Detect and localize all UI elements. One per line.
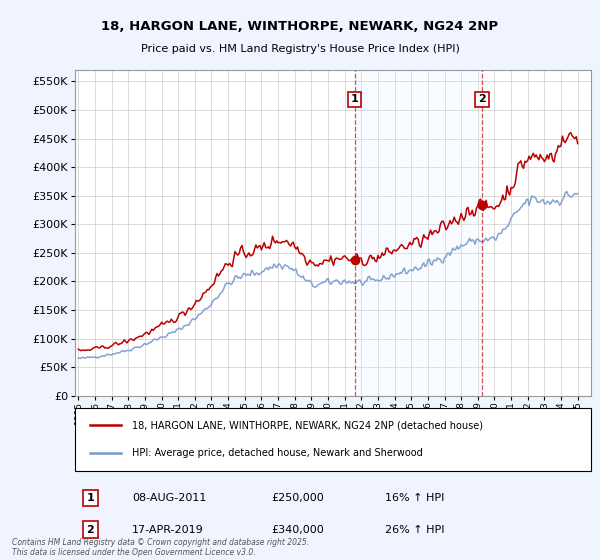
- Text: 1: 1: [86, 493, 94, 503]
- Text: 08-AUG-2011: 08-AUG-2011: [132, 493, 206, 503]
- Text: Price paid vs. HM Land Registry's House Price Index (HPI): Price paid vs. HM Land Registry's House …: [140, 44, 460, 54]
- Text: 18, HARGON LANE, WINTHORPE, NEWARK, NG24 2NP (detached house): 18, HARGON LANE, WINTHORPE, NEWARK, NG24…: [132, 421, 483, 431]
- Text: 18, HARGON LANE, WINTHORPE, NEWARK, NG24 2NP: 18, HARGON LANE, WINTHORPE, NEWARK, NG24…: [101, 20, 499, 32]
- FancyBboxPatch shape: [75, 408, 591, 470]
- Text: £340,000: £340,000: [271, 525, 324, 535]
- Text: 16% ↑ HPI: 16% ↑ HPI: [385, 493, 444, 503]
- Text: 26% ↑ HPI: 26% ↑ HPI: [385, 525, 444, 535]
- Text: 1: 1: [351, 94, 359, 104]
- Text: Contains HM Land Registry data © Crown copyright and database right 2025.
This d: Contains HM Land Registry data © Crown c…: [12, 538, 309, 557]
- Text: 2: 2: [86, 525, 94, 535]
- Text: 17-APR-2019: 17-APR-2019: [132, 525, 203, 535]
- Text: HPI: Average price, detached house, Newark and Sherwood: HPI: Average price, detached house, Newa…: [132, 448, 422, 458]
- Bar: [355, 70, 482, 396]
- Text: 2: 2: [478, 94, 486, 104]
- Text: £250,000: £250,000: [271, 493, 324, 503]
